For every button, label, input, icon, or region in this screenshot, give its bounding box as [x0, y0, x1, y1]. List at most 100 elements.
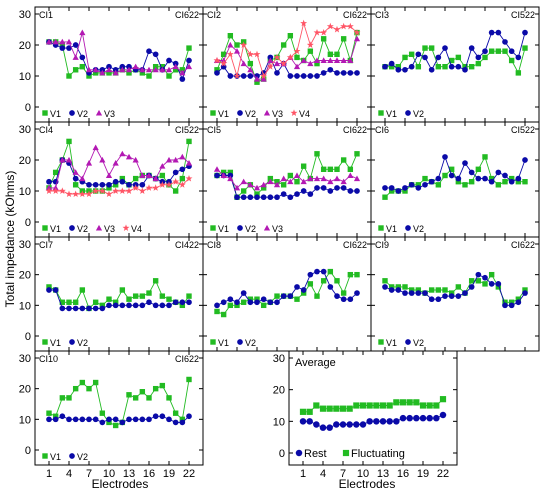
legend-item-v2: V2: [237, 109, 256, 119]
series-line: [216, 32, 358, 83]
legend-item-v1: V1: [42, 224, 61, 234]
y-tick-label: 30: [273, 353, 285, 365]
data-point: [386, 402, 393, 409]
data-point: [482, 281, 488, 287]
y-tick-label: 30: [19, 239, 31, 251]
data-point: [340, 70, 347, 76]
data-point: [273, 181, 281, 188]
data-point: [79, 29, 86, 36]
data-point: [79, 305, 86, 312]
data-point: [508, 302, 515, 309]
data-point: [515, 175, 522, 182]
data-point: [266, 63, 274, 70]
panel-ci6: CI6 CI522 V1 V2: [370, 121, 540, 238]
panel-frame: [288, 350, 458, 466]
data-point: [226, 50, 234, 58]
series-line: [216, 21, 358, 78]
legend-item-v3: V3: [95, 224, 115, 234]
data-point: [314, 268, 320, 275]
y-tick-label: 20: [19, 384, 31, 396]
data-point: [159, 302, 166, 309]
data-point: [52, 413, 59, 419]
data-point: [346, 421, 353, 428]
data-point: [508, 178, 515, 185]
data-point: [106, 70, 112, 76]
data-point: [185, 174, 193, 182]
data-point: [402, 185, 408, 191]
data-point: [422, 175, 428, 182]
series-line: [216, 271, 358, 306]
data-point: [300, 73, 307, 79]
device-label: CI622: [343, 10, 367, 20]
data-point: [119, 302, 126, 309]
data-point: [186, 413, 192, 420]
data-point: [287, 293, 294, 299]
data-point: [254, 296, 260, 302]
data-point: [179, 69, 186, 76]
data-point: [186, 57, 192, 64]
series-line: [385, 155, 526, 192]
panel-label: CI2: [207, 10, 221, 20]
data-point: [132, 293, 139, 299]
data-point: [373, 402, 380, 409]
data-point: [66, 395, 72, 401]
data-point: [455, 54, 462, 61]
data-point: [334, 70, 340, 76]
legend-item-v1: V1: [210, 338, 229, 348]
data-point: [307, 60, 314, 67]
series-line: [384, 155, 525, 198]
data-point: [126, 392, 132, 398]
data-point: [45, 38, 53, 45]
data-point: [347, 166, 354, 172]
data-point: [482, 175, 488, 182]
data-point: [166, 296, 172, 302]
legend-marker: [237, 110, 243, 116]
legend-marker: [69, 225, 75, 231]
data-point: [462, 66, 468, 73]
data-point: [99, 156, 106, 163]
data-point: [442, 64, 448, 70]
x-tick-label: 10: [357, 468, 369, 480]
legend-marker: [42, 339, 48, 345]
data-point: [186, 376, 192, 383]
data-point: [293, 47, 301, 55]
data-point: [59, 156, 66, 163]
data-point: [52, 38, 59, 45]
legend-item-v2: V2: [405, 224, 424, 234]
data-point: [254, 194, 260, 201]
data-point: [246, 50, 254, 58]
data-point: [52, 416, 59, 423]
data-point: [227, 302, 234, 309]
series-rest: [299, 411, 447, 431]
data-point: [314, 73, 320, 79]
data-point: [220, 172, 227, 178]
data-point: [132, 416, 139, 423]
series-v3: [45, 144, 193, 191]
legend-item-v2: V2: [405, 109, 424, 119]
data-point: [106, 302, 112, 309]
series-line: [217, 175, 357, 198]
data-point: [340, 22, 348, 30]
data-point: [442, 45, 448, 51]
data-point: [439, 411, 447, 419]
data-point: [488, 175, 495, 182]
data-point: [78, 190, 86, 198]
data-point: [307, 191, 314, 197]
data-point: [300, 163, 307, 169]
data-point: [59, 413, 66, 420]
data-point: [105, 190, 113, 198]
x-tick-label: 22: [437, 468, 449, 480]
x-tick-label: 4: [66, 468, 72, 480]
data-point: [85, 159, 93, 166]
data-point: [287, 172, 294, 179]
data-point: [159, 172, 166, 179]
data-point: [126, 302, 132, 309]
data-point: [172, 299, 179, 306]
legend-item-v1: V1: [42, 452, 61, 462]
panel-label: CI6: [375, 125, 389, 135]
legend-marker: [95, 224, 103, 231]
data-point: [287, 194, 294, 201]
data-point: [240, 188, 247, 194]
data-point: [66, 299, 72, 305]
